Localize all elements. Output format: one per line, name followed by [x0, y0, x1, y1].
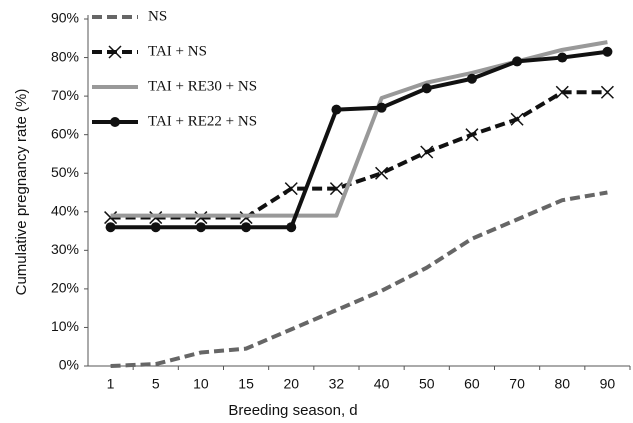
- x-tick-label: 70: [509, 376, 525, 392]
- x-tick-label: 40: [374, 376, 390, 392]
- x-tick-label: 5: [152, 376, 160, 392]
- y-tick-label: 90%: [51, 10, 79, 26]
- marker: [466, 73, 477, 84]
- y-tick-label: 80%: [51, 48, 79, 64]
- x-tick-label: 80: [554, 376, 570, 392]
- series-line: [110, 49, 608, 230]
- x-tick-label: 32: [329, 376, 345, 392]
- marker: [104, 211, 118, 225]
- x-tick-label: 50: [419, 376, 435, 392]
- y-tick-label: 20%: [51, 280, 79, 296]
- marker: [600, 85, 614, 99]
- x-axis-label: Breeding season, d: [228, 402, 357, 419]
- marker: [555, 85, 569, 99]
- marker: [241, 222, 252, 233]
- marker: [150, 222, 161, 233]
- y-tick-label: 60%: [51, 125, 79, 141]
- marker: [510, 112, 524, 126]
- marker: [420, 145, 434, 159]
- marker: [602, 46, 613, 57]
- marker: [284, 182, 298, 196]
- x-tick-label: 1: [107, 376, 115, 392]
- legend-label: NS: [148, 8, 167, 24]
- marker: [375, 166, 389, 180]
- legend-marker: [110, 117, 120, 127]
- y-tick-label: 30%: [51, 241, 79, 257]
- marker: [421, 83, 432, 94]
- marker: [331, 104, 342, 115]
- marker: [512, 56, 523, 67]
- x-tick-label: 60: [464, 376, 480, 392]
- y-tick-label: 10%: [51, 318, 79, 334]
- series-line: [110, 190, 608, 368]
- y-tick-label: 70%: [51, 87, 79, 103]
- y-tick-label: 0%: [59, 357, 79, 373]
- y-tick-label: 40%: [51, 202, 79, 218]
- legend-marker: [108, 45, 122, 59]
- marker: [195, 222, 206, 233]
- marker: [329, 182, 343, 196]
- y-tick-label: 50%: [51, 164, 79, 180]
- legend-label: TAI + RE22 + NS: [148, 113, 257, 129]
- marker: [376, 102, 387, 113]
- x-tick-label: 15: [238, 376, 254, 392]
- marker: [465, 128, 479, 142]
- x-tick-label: 90: [600, 376, 616, 392]
- y-axis-label: Cumulative pregnancy rate (%): [13, 89, 30, 296]
- marker: [286, 222, 297, 233]
- x-tick-label: 10: [193, 376, 209, 392]
- x-tick-label: 20: [283, 376, 299, 392]
- marker: [557, 52, 568, 63]
- marker: [105, 222, 116, 233]
- legend-label: TAI + RE30 + NS: [148, 78, 257, 94]
- legend-label: TAI + NS: [148, 43, 207, 59]
